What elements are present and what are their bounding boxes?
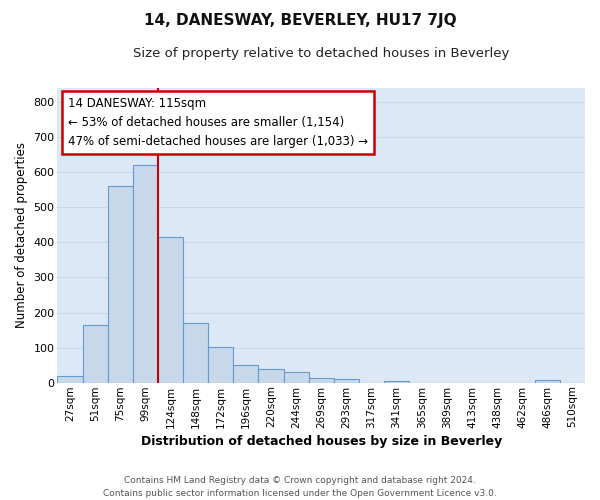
Text: 14, DANESWAY, BEVERLEY, HU17 7JQ: 14, DANESWAY, BEVERLEY, HU17 7JQ (143, 12, 457, 28)
Bar (535, 380, 560, 382)
Bar (83, 325, 108, 382)
Bar (108, 186, 133, 382)
Bar (259, 370, 284, 382)
Bar (58, 376, 83, 382)
Bar (208, 346, 233, 382)
Title: Size of property relative to detached houses in Beverley: Size of property relative to detached ho… (133, 48, 509, 60)
Y-axis label: Number of detached properties: Number of detached properties (15, 142, 28, 328)
Bar (183, 323, 208, 382)
Bar (284, 372, 308, 382)
Bar (334, 379, 359, 382)
Text: Contains HM Land Registry data © Crown copyright and database right 2024.
Contai: Contains HM Land Registry data © Crown c… (103, 476, 497, 498)
Bar (233, 365, 259, 382)
Bar (308, 378, 334, 382)
X-axis label: Distribution of detached houses by size in Beverley: Distribution of detached houses by size … (140, 434, 502, 448)
Text: 14 DANESWAY: 115sqm
← 53% of detached houses are smaller (1,154)
47% of semi-det: 14 DANESWAY: 115sqm ← 53% of detached ho… (68, 97, 368, 148)
Bar (133, 165, 158, 382)
Bar (384, 381, 409, 382)
Bar (158, 237, 183, 382)
